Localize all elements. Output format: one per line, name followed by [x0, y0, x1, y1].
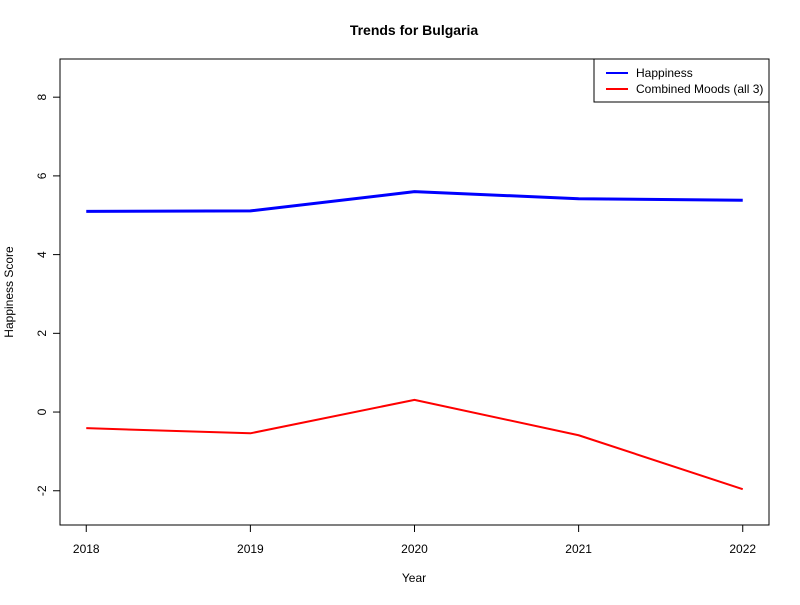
y-tick-label: 0 [35, 408, 49, 415]
x-tick-label: 2018 [73, 542, 100, 556]
x-axis-label: Year [402, 571, 426, 585]
x-tick-label: 2021 [565, 542, 592, 556]
x-tick-label: 2019 [237, 542, 264, 556]
y-axis-label: Happiness Score [2, 246, 16, 338]
y-tick-label: 6 [35, 172, 49, 179]
y-tick-label: 8 [35, 94, 49, 101]
x-tick-label: 2022 [729, 542, 756, 556]
legend-label-happiness: Happiness [636, 66, 693, 80]
y-tick-label: 2 [35, 330, 49, 337]
y-tick-label: -2 [35, 485, 49, 496]
y-tick-label: 4 [35, 251, 49, 258]
legend-label-combined-moods: Combined Moods (all 3) [636, 82, 763, 96]
chart-title: Trends for Bulgaria [350, 22, 479, 38]
legend: Happiness Combined Moods (all 3) [594, 59, 769, 102]
x-tick-label: 2020 [401, 542, 428, 556]
